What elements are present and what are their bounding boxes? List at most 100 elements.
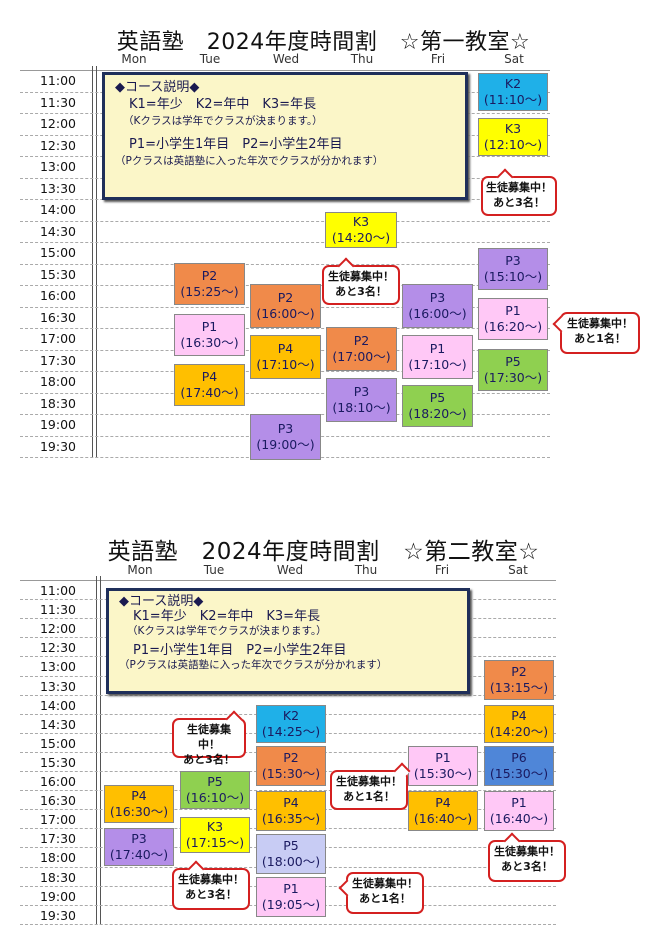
callout-count: あと3名！	[501, 860, 553, 873]
class-name: P1	[511, 795, 527, 810]
timetable-title: 英語塾 2024年度時間割 ☆第一教室☆	[116, 30, 531, 55]
timetable-title: 英語塾 2024年度時間割 ☆第二教室☆	[107, 539, 540, 565]
grid-row-line	[20, 328, 550, 329]
class-block: P2 (13:15～)	[484, 660, 554, 700]
callout-text: 生徒募集中！	[187, 723, 231, 751]
time-label: 13:00	[39, 159, 76, 174]
class-name: P3	[505, 253, 521, 268]
class-block: K3 (14:20～)	[325, 212, 397, 248]
class-block: P4 (17:40～)	[174, 364, 245, 406]
class-block: P5 (17:30～)	[478, 349, 548, 391]
class-name: K3	[504, 121, 522, 136]
class-name: P1	[435, 750, 451, 765]
time-label: 16:00	[39, 774, 76, 789]
grid-divider	[96, 66, 97, 457]
class-block: P3 (15:10～)	[478, 248, 548, 290]
class-block: P4 (17:10～)	[250, 335, 321, 379]
time-label: 18:00	[39, 850, 76, 866]
class-start-time: (16:35～)	[261, 811, 321, 826]
time-label: 15:30	[39, 266, 76, 282]
class-start-time: (17:00～)	[332, 349, 391, 364]
class-block: P4 (16:40～)	[408, 791, 478, 831]
class-start-time: (18:00～)	[261, 854, 321, 869]
class-name: P1	[201, 319, 218, 334]
time-label: 13:00	[39, 659, 76, 675]
class-block: P1 (16:20～)	[478, 298, 548, 340]
class-name: P3	[277, 421, 294, 436]
class-start-time: (16:20～)	[483, 319, 543, 334]
time-label: 18:30	[39, 869, 76, 885]
time-label: 11:30	[39, 94, 76, 110]
class-start-time: (15:10～)	[483, 269, 543, 284]
callout-count: あと3名！	[183, 753, 235, 766]
class-block: P2 (17:00～)	[326, 327, 397, 371]
course-info-p-note: （Pクラスは英語塾に入った年次でクラスが分かれます）	[115, 155, 384, 167]
class-name: P4	[131, 788, 147, 803]
class-start-time: (14:20～)	[331, 230, 391, 245]
grid-row-line	[20, 263, 550, 265]
course-info-p-classes: P1=小学生1年目 P2=小学生2年目	[129, 137, 343, 152]
day-label-sat: Sat	[508, 563, 528, 577]
class-name: P4	[435, 795, 451, 810]
recruiting-callout: 生徒募集中！ あと3名！	[322, 257, 400, 305]
grid-row-line	[20, 392, 550, 394]
class-start-time: (17:10～)	[256, 357, 315, 372]
class-start-time: (12:10～)	[483, 137, 543, 152]
class-block: P2 (15:30～)	[256, 746, 326, 786]
class-block: P1 (19:05～)	[256, 877, 326, 917]
class-name: P5	[429, 390, 446, 405]
day-label-mon: Mon	[127, 563, 153, 577]
class-block: K3 (12:10～)	[478, 118, 548, 156]
class-block: P3 (17:40～)	[104, 828, 174, 866]
class-block: K3 (17:15～)	[180, 817, 250, 853]
course-info-p-note: （Pクラスは英語塾に入った年次でクラスが分かれます）	[119, 659, 388, 671]
class-start-time: (15:30～)	[261, 766, 321, 781]
grid-row-line	[20, 790, 556, 792]
course-info-heading: ◆コース説明◆	[115, 80, 200, 95]
class-start-time: (18:10～)	[332, 400, 391, 415]
time-label: 11:00	[39, 583, 76, 598]
callout-text: 生徒募集中！	[567, 317, 633, 330]
time-label: 12:00	[39, 116, 76, 131]
class-start-time: (17:40～)	[180, 385, 239, 400]
time-label: 17:30	[39, 831, 76, 847]
class-block: P1 (17:10～)	[402, 335, 473, 379]
class-block: P3 (18:10～)	[326, 378, 397, 422]
time-label: 19:00	[39, 888, 76, 904]
time-label: 17:00	[39, 331, 76, 346]
course-info-k-classes: K1=年少 K2=年中 K3=年長	[129, 97, 317, 112]
time-label: 12:00	[39, 621, 76, 637]
class-start-time: (17:15～)	[185, 835, 245, 850]
time-label: 19:00	[39, 417, 76, 432]
grid-divider	[92, 66, 93, 457]
class-name: P2	[277, 290, 294, 305]
class-block: P2 (15:25～)	[174, 263, 245, 305]
time-label: 13:30	[39, 180, 76, 196]
callout-count: あと3名！	[493, 196, 545, 209]
time-label: 14:30	[39, 223, 76, 239]
class-name: P4	[283, 795, 299, 810]
class-name: P5	[505, 354, 521, 369]
recruiting-callout: 生徒募集中！ あと1名！	[552, 312, 640, 354]
time-label: 15:00	[39, 735, 76, 751]
callout-count: あと3名！	[335, 285, 387, 298]
callout-count: あと1名！	[574, 332, 626, 345]
class-name: P4	[201, 369, 218, 384]
class-name: K2	[282, 708, 300, 723]
class-block: P5 (18:20～)	[402, 385, 473, 427]
callout-text: 生徒募集中！	[328, 270, 394, 283]
callout-count: あと1名！	[343, 790, 395, 803]
time-label: 11:00	[39, 73, 76, 88]
time-label: 14:00	[39, 697, 76, 713]
class-name: P4	[511, 708, 527, 723]
class-name: K2	[504, 76, 522, 91]
time-label: 15:30	[39, 754, 76, 770]
time-label: 18:30	[39, 395, 76, 411]
class-start-time: (14:25～)	[261, 724, 321, 739]
callout-text: 生徒募集中！	[178, 873, 244, 886]
day-label-fri: Fri	[430, 52, 446, 66]
class-start-time: (16:40～)	[489, 811, 549, 826]
class-start-time: (15:30～)	[413, 766, 473, 781]
course-info-k-note: （Kクラスは学年でクラスが決まります。）	[123, 115, 323, 127]
grid-row-line	[20, 220, 550, 222]
